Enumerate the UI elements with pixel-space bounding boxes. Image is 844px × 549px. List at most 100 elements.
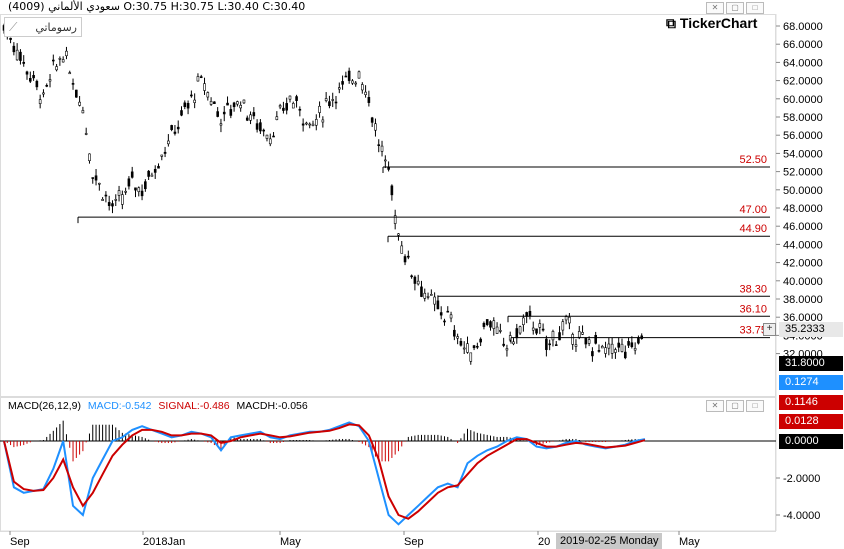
candle-body <box>337 87 341 90</box>
candle-body <box>485 319 489 325</box>
candle-body <box>623 351 627 359</box>
drawing-trend-icon: ⟋ <box>9 19 18 34</box>
candle-body <box>255 123 259 130</box>
candle-body <box>183 102 187 107</box>
restore-icon[interactable]: ▢ <box>726 400 744 412</box>
close-icon[interactable]: ✕ <box>706 2 724 14</box>
candle-body <box>410 275 413 278</box>
time-tick-label: 20 <box>538 536 550 548</box>
last-price-tag: 31.8000 <box>779 356 843 371</box>
candle-body <box>357 71 361 79</box>
candle-body <box>627 341 630 346</box>
macd-axis: -2.0000 -4.0000 <box>0 440 820 522</box>
candle-body <box>374 123 377 131</box>
cursor-date-badge: 2019-02-25 Monday <box>556 533 663 549</box>
price-tick-label: 46.0000 <box>783 221 823 233</box>
candle-body <box>252 112 256 117</box>
candle-body <box>482 322 486 327</box>
candle-body <box>203 83 206 91</box>
candle-body <box>561 321 565 331</box>
support-resistance-levels: 52.50 47.00 44.90 38.30 36.10 33.75 <box>77 154 770 344</box>
candle-body <box>531 327 535 331</box>
candle-body <box>341 81 344 85</box>
candle-body <box>160 154 164 157</box>
candle-body <box>134 187 137 191</box>
candle-body <box>430 294 433 296</box>
candle-body <box>272 135 275 138</box>
candle-body <box>600 346 604 349</box>
candle-body <box>107 202 111 206</box>
candle-body <box>259 122 262 132</box>
candle-body <box>78 101 81 106</box>
candle-body <box>538 323 542 328</box>
candle-body <box>581 332 584 335</box>
candle-body <box>456 336 459 339</box>
candle-body <box>380 145 384 152</box>
candle-body <box>577 331 581 338</box>
maximize-icon[interactable]: □ <box>746 400 764 412</box>
candle-body <box>607 343 611 349</box>
candle-body <box>439 312 443 316</box>
macd-title: MACD(26,12,9) <box>8 400 81 412</box>
level-label: 52.50 <box>739 154 767 166</box>
brand-icon: ⧉ <box>666 15 676 31</box>
maximize-icon[interactable]: □ <box>746 2 764 14</box>
price-tick-label: 42.0000 <box>783 258 823 270</box>
price-tick-label: 58.0000 <box>783 112 823 124</box>
candle-body <box>190 94 193 97</box>
price-tick-label: 52.0000 <box>783 167 823 179</box>
time-tick-label: 2018Jan <box>143 536 185 548</box>
macd-line <box>3 421 646 526</box>
candle-body <box>91 177 95 179</box>
candle-body <box>167 140 170 145</box>
candle-body <box>216 111 219 117</box>
time-tick-label: May <box>280 536 301 548</box>
candle-body <box>114 199 118 201</box>
main-panel-border <box>0 14 776 397</box>
macd-histogram <box>6 420 643 462</box>
candle-body <box>9 37 12 40</box>
price-axis: 68.0000 66.0000 64.0000 62.0000 60.0000 58.00… <box>776 21 823 361</box>
drawings-dropdown[interactable]: ⟋ رسوماتي <box>4 17 82 37</box>
candle-body <box>354 82 358 85</box>
price-tick-label: 50.0000 <box>783 185 823 197</box>
candle-body <box>558 332 561 341</box>
candle-body <box>117 190 121 196</box>
candle-body <box>58 58 62 60</box>
add-level-icon[interactable]: + <box>763 323 776 336</box>
candle-body <box>416 280 420 285</box>
candle-body <box>397 233 400 236</box>
candle-body <box>472 345 476 349</box>
candle-body <box>512 341 515 345</box>
drawings-label: رسوماتي <box>35 20 77 34</box>
candle-body <box>268 138 272 145</box>
candle-body <box>393 215 397 224</box>
candle-body <box>630 342 634 348</box>
candle-body <box>604 347 607 354</box>
price-tick-label: 54.0000 <box>783 148 823 160</box>
candle-body <box>19 51 22 61</box>
candle-body <box>328 101 331 107</box>
candle-body <box>344 75 348 78</box>
macd-tick-label: -4.0000 <box>783 510 820 522</box>
candle-body <box>403 256 407 263</box>
candle-body <box>390 185 394 196</box>
candle-body <box>522 317 525 325</box>
candle-body <box>541 328 545 331</box>
candle-body <box>38 99 42 104</box>
candle-body <box>318 105 321 113</box>
candle-body <box>94 175 98 181</box>
price-tick-label: 48.0000 <box>783 203 823 215</box>
candle-body <box>288 95 292 100</box>
restore-icon[interactable]: ▢ <box>726 2 744 14</box>
candle-body <box>545 338 548 350</box>
candle-body <box>28 78 32 82</box>
candle-body <box>282 107 285 111</box>
close-icon[interactable]: ✕ <box>706 400 724 412</box>
candle-body <box>71 83 75 85</box>
candle-body <box>505 348 509 351</box>
candle-body <box>111 203 114 207</box>
candle-body <box>591 351 594 357</box>
candle-body <box>199 76 203 78</box>
macd-value-tag: 0.1274 <box>779 375 843 390</box>
